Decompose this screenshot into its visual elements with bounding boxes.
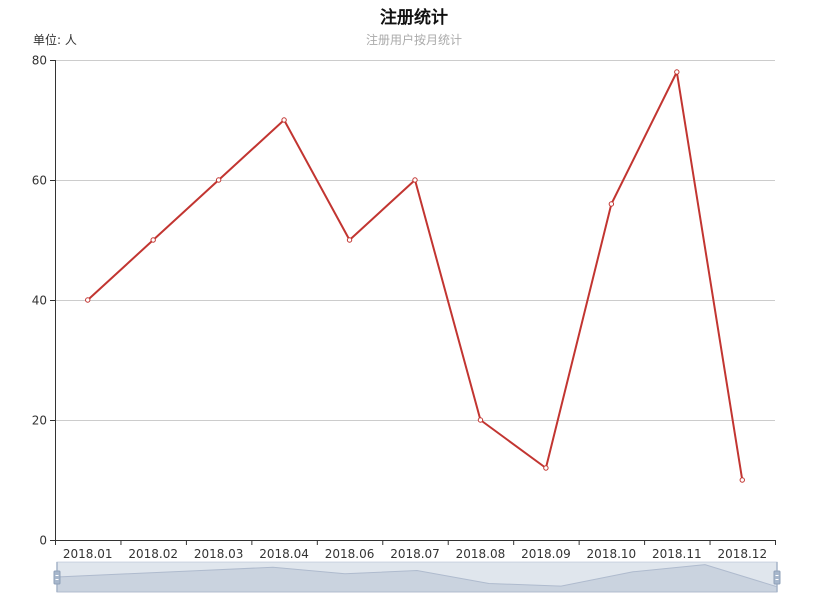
data-point: [739, 477, 745, 483]
x-tick-label: 2018.07: [390, 547, 440, 561]
x-tick-label: 2018.06: [325, 547, 375, 561]
x-tick-label: 2018.12: [717, 547, 767, 561]
zoom-handle-end[interactable]: [773, 562, 781, 592]
zoom-preview-area: [56, 564, 778, 593]
data-zoom-slider[interactable]: [53, 561, 781, 593]
data-point: [281, 117, 287, 123]
y-tick-label: 80: [32, 54, 47, 68]
y-tick-label: 60: [32, 174, 47, 188]
zoom-handle-grip: [53, 570, 61, 585]
zoom-handle-start[interactable]: [53, 562, 61, 592]
y-tick-label: 40: [32, 294, 47, 308]
chart-subtitle: 注册用户按月统计: [366, 32, 462, 47]
data-point: [150, 237, 156, 243]
zoom-handle-grip: [773, 570, 781, 585]
x-tick-label: 2018.08: [456, 547, 506, 561]
data-point: [346, 237, 353, 243]
x-tick-label: 2018.01: [63, 547, 113, 561]
chart-title: 注册统计: [380, 7, 448, 28]
y-tick-label: 0: [39, 534, 47, 548]
axes: [55, 60, 775, 541]
grid-lines: [55, 60, 775, 421]
x-tick-label: 2018.03: [194, 547, 244, 561]
data-point: [215, 177, 222, 183]
data-points: [85, 69, 745, 483]
x-axis-ticks: 2018.01 2018.02 2018.03 2018.04 2018.06 2018.…: [55, 540, 776, 561]
y-axis-unit-label: 单位: 人: [33, 32, 77, 47]
data-point: [608, 201, 615, 207]
series-group: [87, 71, 744, 481]
x-tick-label: 2018.04: [259, 547, 309, 561]
y-axis-ticks: 0 20 40 60 80: [32, 54, 55, 548]
zoom-selected-range[interactable]: [57, 562, 777, 592]
data-point: [85, 297, 91, 303]
x-tick-label: 2018.11: [652, 547, 702, 561]
x-tick-label: 2018.09: [521, 547, 571, 561]
data-point: [412, 177, 418, 183]
x-tick-label: 2018.10: [587, 547, 637, 561]
data-point: [674, 69, 680, 75]
data-point: [543, 465, 549, 471]
series-line: [87, 71, 744, 481]
x-tick-label: 2018.02: [128, 547, 178, 561]
y-tick-label: 20: [32, 414, 47, 428]
data-point: [477, 417, 484, 423]
